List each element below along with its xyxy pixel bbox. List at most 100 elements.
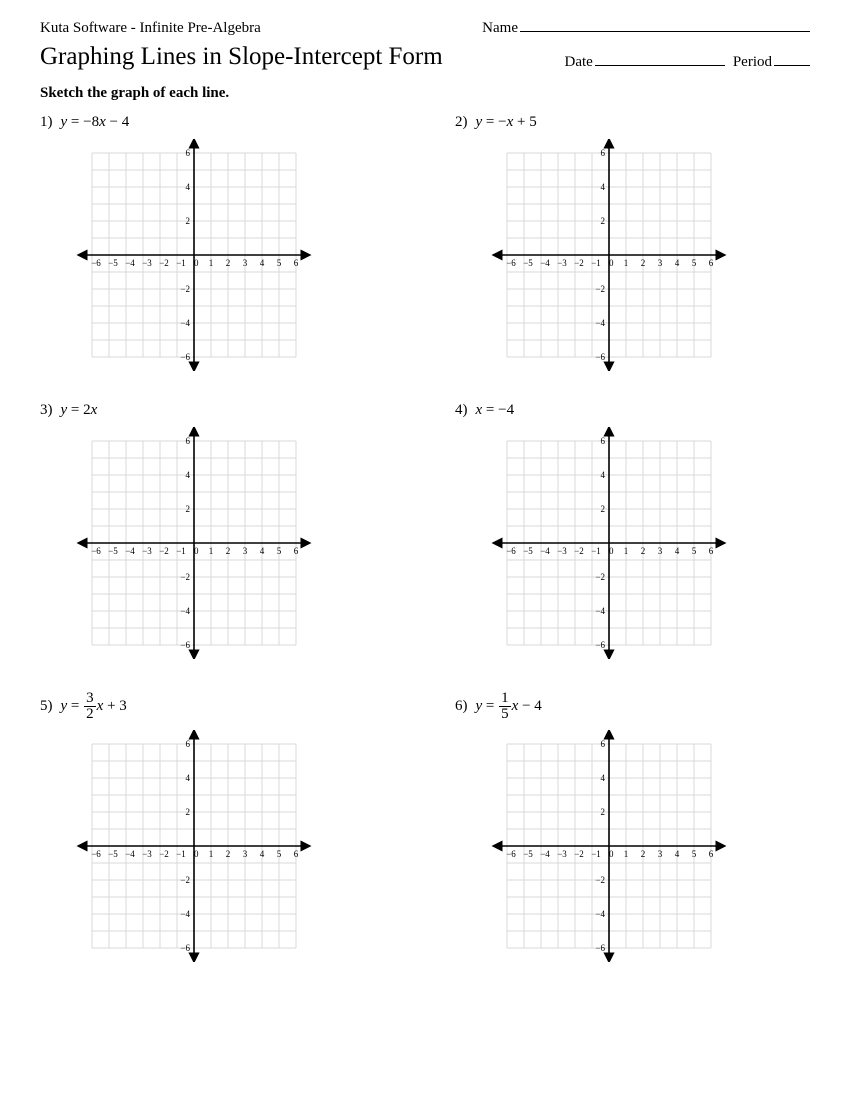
svg-text:6: 6 [709, 258, 714, 268]
svg-text:−4: −4 [540, 258, 550, 268]
equation-row: 6) y = 15x − 4 [455, 690, 810, 722]
name-label: Name [482, 20, 518, 37]
grid-container: −6−5−4−3−2−10123456246−2−4−6 [40, 139, 395, 376]
svg-text:4: 4 [186, 182, 191, 192]
problem-4: 4) x = −4 −6−5−4−3−2−10123456246−2−4−6 [455, 402, 810, 664]
problem-1: 1) y = −8x − 4 −6−5−4−3−2−10123456246−2−… [40, 114, 395, 376]
svg-text:−2: −2 [180, 875, 190, 885]
svg-text:2: 2 [641, 546, 646, 556]
svg-text:5: 5 [277, 258, 282, 268]
problem-number: 6) [455, 698, 468, 715]
svg-text:5: 5 [692, 546, 697, 556]
period-blank-line[interactable] [774, 52, 810, 66]
svg-text:−2: −2 [180, 572, 190, 582]
problem-6: 6) y = 15x − 4 −6−5−4−3−2−10123456246−2−… [455, 690, 810, 967]
svg-text:3: 3 [243, 849, 248, 859]
svg-text:4: 4 [186, 773, 191, 783]
svg-text:4: 4 [260, 258, 265, 268]
svg-text:4: 4 [675, 546, 680, 556]
svg-text:5: 5 [692, 849, 697, 859]
svg-text:5: 5 [692, 258, 697, 268]
coordinate-grid: −6−5−4−3−2−10123456246−2−4−6 [64, 730, 324, 962]
svg-text:2: 2 [186, 216, 191, 226]
svg-text:6: 6 [186, 436, 191, 446]
name-blank-line[interactable] [520, 18, 810, 32]
svg-text:−1: −1 [176, 546, 186, 556]
svg-text:1: 1 [624, 546, 629, 556]
grid-container: −6−5−4−3−2−10123456246−2−4−6 [455, 139, 810, 376]
svg-text:2: 2 [601, 504, 606, 514]
coordinate-grid: −6−5−4−3−2−10123456246−2−4−6 [479, 427, 739, 659]
equation: x = −4 [476, 402, 515, 419]
svg-text:−4: −4 [595, 606, 605, 616]
svg-text:6: 6 [294, 546, 299, 556]
svg-text:−6: −6 [506, 258, 516, 268]
svg-text:2: 2 [226, 258, 231, 268]
svg-text:−2: −2 [595, 572, 605, 582]
svg-text:−5: −5 [523, 258, 533, 268]
svg-text:−4: −4 [125, 258, 135, 268]
svg-text:4: 4 [675, 258, 680, 268]
svg-text:−6: −6 [180, 352, 190, 362]
svg-text:4: 4 [260, 546, 265, 556]
page-title: Graphing Lines in Slope-Intercept Form [40, 43, 443, 71]
coordinate-grid: −6−5−4−3−2−10123456246−2−4−6 [64, 139, 324, 371]
svg-text:4: 4 [186, 470, 191, 480]
date-blank-line[interactable] [595, 52, 725, 66]
svg-text:2: 2 [226, 849, 231, 859]
svg-text:3: 3 [658, 546, 663, 556]
svg-text:2: 2 [601, 216, 606, 226]
svg-text:−2: −2 [595, 284, 605, 294]
coordinate-grid: −6−5−4−3−2−10123456246−2−4−6 [64, 427, 324, 659]
svg-text:−2: −2 [159, 849, 169, 859]
coordinate-grid: −6−5−4−3−2−10123456246−2−4−6 [479, 139, 739, 371]
svg-text:3: 3 [243, 258, 248, 268]
svg-text:−1: −1 [591, 546, 601, 556]
svg-text:2: 2 [641, 258, 646, 268]
period-label: Period [733, 54, 772, 71]
svg-text:−4: −4 [125, 546, 135, 556]
svg-text:−4: −4 [180, 318, 190, 328]
svg-text:−2: −2 [574, 258, 584, 268]
svg-text:−6: −6 [180, 640, 190, 650]
svg-text:6: 6 [601, 436, 606, 446]
equation-row: 4) x = −4 [455, 402, 810, 419]
svg-text:−3: −3 [142, 258, 152, 268]
svg-text:6: 6 [186, 148, 191, 158]
svg-text:−6: −6 [180, 943, 190, 953]
svg-text:0: 0 [194, 546, 199, 556]
svg-text:−4: −4 [180, 606, 190, 616]
svg-text:−4: −4 [180, 909, 190, 919]
svg-text:−6: −6 [91, 849, 101, 859]
problems-grid: 1) y = −8x − 4 −6−5−4−3−2−10123456246−2−… [40, 114, 810, 967]
equation: y = 2x [61, 402, 98, 419]
svg-text:2: 2 [601, 807, 606, 817]
svg-text:1: 1 [624, 258, 629, 268]
software-name: Kuta Software - Infinite Pre-Algebra [40, 20, 261, 37]
equation: y = −8x − 4 [61, 114, 130, 131]
svg-text:−3: −3 [142, 849, 152, 859]
svg-text:−6: −6 [91, 258, 101, 268]
svg-text:1: 1 [624, 849, 629, 859]
svg-text:−3: −3 [557, 849, 567, 859]
svg-text:4: 4 [601, 182, 606, 192]
grid-container: −6−5−4−3−2−10123456246−2−4−6 [40, 730, 395, 967]
svg-text:−2: −2 [180, 284, 190, 294]
equation-row: 5) y = 32x + 3 [40, 690, 395, 722]
grid-container: −6−5−4−3−2−10123456246−2−4−6 [455, 427, 810, 664]
svg-text:−1: −1 [176, 849, 186, 859]
svg-text:−6: −6 [595, 943, 605, 953]
svg-text:−5: −5 [108, 258, 118, 268]
svg-text:1: 1 [209, 849, 214, 859]
problem-number: 3) [40, 402, 53, 419]
equation-row: 3) y = 2x [40, 402, 395, 419]
svg-text:−6: −6 [91, 546, 101, 556]
svg-text:6: 6 [294, 258, 299, 268]
svg-text:0: 0 [194, 258, 199, 268]
svg-text:−5: −5 [108, 849, 118, 859]
svg-text:−6: −6 [595, 352, 605, 362]
svg-text:2: 2 [186, 504, 191, 514]
title-row: Graphing Lines in Slope-Intercept Form D… [40, 43, 810, 71]
svg-text:0: 0 [609, 546, 614, 556]
svg-text:0: 0 [609, 258, 614, 268]
